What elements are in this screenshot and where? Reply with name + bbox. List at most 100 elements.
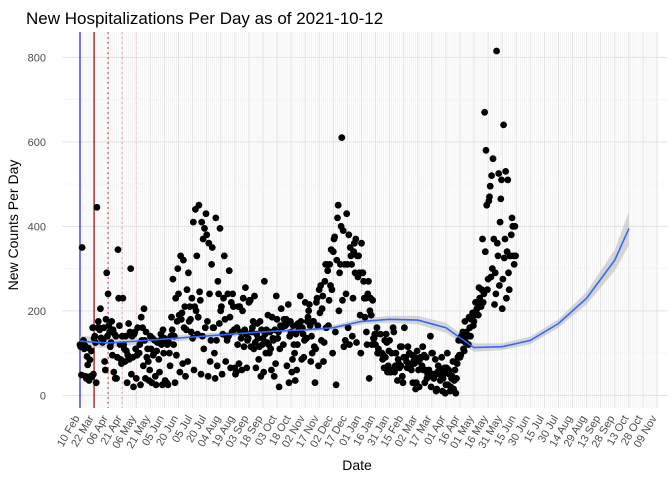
data-point (201, 225, 208, 232)
data-point (255, 356, 263, 363)
data-point (210, 324, 218, 332)
data-point (196, 288, 204, 296)
data-point (196, 296, 204, 304)
data-point (242, 284, 249, 291)
data-point (160, 349, 168, 357)
data-point (499, 275, 507, 283)
data-point (346, 341, 353, 348)
data-point (104, 290, 112, 298)
data-point (246, 296, 254, 304)
data-point (116, 322, 123, 329)
data-point (226, 313, 234, 321)
data-point (433, 385, 441, 393)
data-point (108, 318, 116, 325)
data-point (122, 332, 130, 340)
data-point (203, 231, 211, 239)
data-point (313, 294, 321, 302)
data-point (339, 296, 346, 304)
data-point (240, 343, 248, 351)
data-point (311, 379, 319, 387)
data-point (332, 328, 339, 336)
data-point (170, 341, 178, 348)
data-point (175, 290, 182, 298)
data-point (470, 318, 478, 325)
data-points (76, 47, 519, 397)
data-point (353, 339, 360, 346)
data-point (384, 362, 392, 370)
data-point (193, 252, 201, 260)
data-point (501, 235, 509, 243)
data-point (304, 313, 312, 321)
data-point (377, 330, 384, 338)
data-point (153, 347, 161, 355)
data-point (220, 252, 228, 260)
data-point (505, 269, 512, 277)
data-point (335, 307, 343, 315)
data-point (422, 353, 430, 361)
data-point (382, 330, 390, 338)
data-point (314, 322, 322, 329)
data-point (125, 320, 132, 327)
data-point (232, 368, 240, 376)
data-point (207, 337, 215, 344)
data-point (308, 332, 315, 340)
y-tick-label: 200 (28, 306, 46, 318)
data-point (94, 318, 102, 325)
data-point (103, 269, 111, 277)
data-point (324, 267, 332, 275)
data-point (250, 345, 258, 353)
data-point (344, 324, 352, 332)
data-point (198, 218, 206, 226)
data-point (498, 176, 505, 184)
data-point (321, 277, 329, 285)
data-point (310, 318, 317, 325)
data-point (440, 370, 448, 378)
data-point (453, 375, 460, 382)
data-point (204, 318, 211, 325)
data-point (496, 282, 503, 289)
data-point (461, 318, 469, 325)
data-point (201, 324, 209, 332)
data-point (183, 286, 191, 294)
data-point (489, 155, 497, 163)
data-point (174, 265, 182, 272)
data-point (235, 360, 243, 367)
data-point (211, 349, 218, 357)
data-point (272, 292, 280, 300)
data-point (500, 254, 508, 262)
data-point (386, 337, 393, 344)
data-point (152, 381, 160, 389)
data-point (293, 366, 301, 374)
data-point (213, 337, 220, 344)
data-point (305, 307, 313, 315)
data-point (140, 305, 148, 313)
data-point (360, 277, 367, 285)
data-point (275, 383, 283, 391)
data-point (280, 341, 287, 348)
data-point (512, 252, 519, 260)
trend-line-group (79, 228, 630, 349)
data-point (127, 370, 135, 378)
data-point (101, 366, 109, 374)
data-point (135, 349, 143, 357)
data-point (427, 332, 434, 340)
data-point (192, 307, 200, 315)
chart-title: New Hospitalizations Per Day as of 2021-… (26, 9, 383, 28)
data-point (237, 334, 245, 342)
data-point (110, 368, 118, 376)
data-point (267, 345, 275, 353)
data-point (438, 353, 446, 361)
data-point (369, 296, 377, 304)
data-point (358, 239, 365, 247)
data-point (87, 347, 95, 355)
data-point (408, 366, 415, 374)
data-point (204, 372, 212, 380)
data-point (343, 210, 351, 218)
data-point (130, 383, 137, 391)
data-point (318, 305, 326, 313)
data-point (169, 275, 177, 283)
data-point (168, 326, 176, 334)
data-point (273, 315, 281, 323)
data-point (202, 210, 210, 218)
